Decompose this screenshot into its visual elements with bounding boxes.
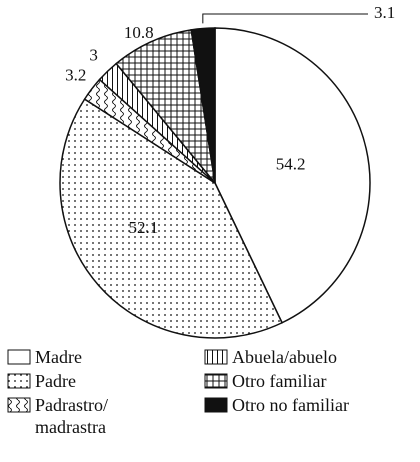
legend-label: Otro no familiar [232,395,349,415]
legend-swatch [204,349,228,365]
data-label: 54.2 [276,155,306,174]
data-label: 3 [89,46,98,65]
legend-label: Abuela/abuelo [232,347,337,367]
legend-swatch [204,397,228,413]
pie-slice [59,98,284,339]
data-label: 3.2 [65,66,86,85]
legend-swatch [7,349,31,365]
legend-label: Padrastro/ madrastra [35,395,108,437]
legend-swatch [204,373,228,389]
leader-line [202,13,368,24]
legend-label: Padre [35,371,76,391]
data-label: 52.1 [129,218,159,237]
pie-slice [115,28,217,186]
data-label: 3.1 [374,3,395,22]
pie-slice [214,27,371,324]
pie-slice [190,27,216,184]
legend-swatch [7,373,31,389]
legend-swatch [7,397,31,413]
legend-label: Otro familiar [232,371,327,391]
legend-label: Madre [35,347,82,367]
data-label: 10.8 [124,23,154,42]
